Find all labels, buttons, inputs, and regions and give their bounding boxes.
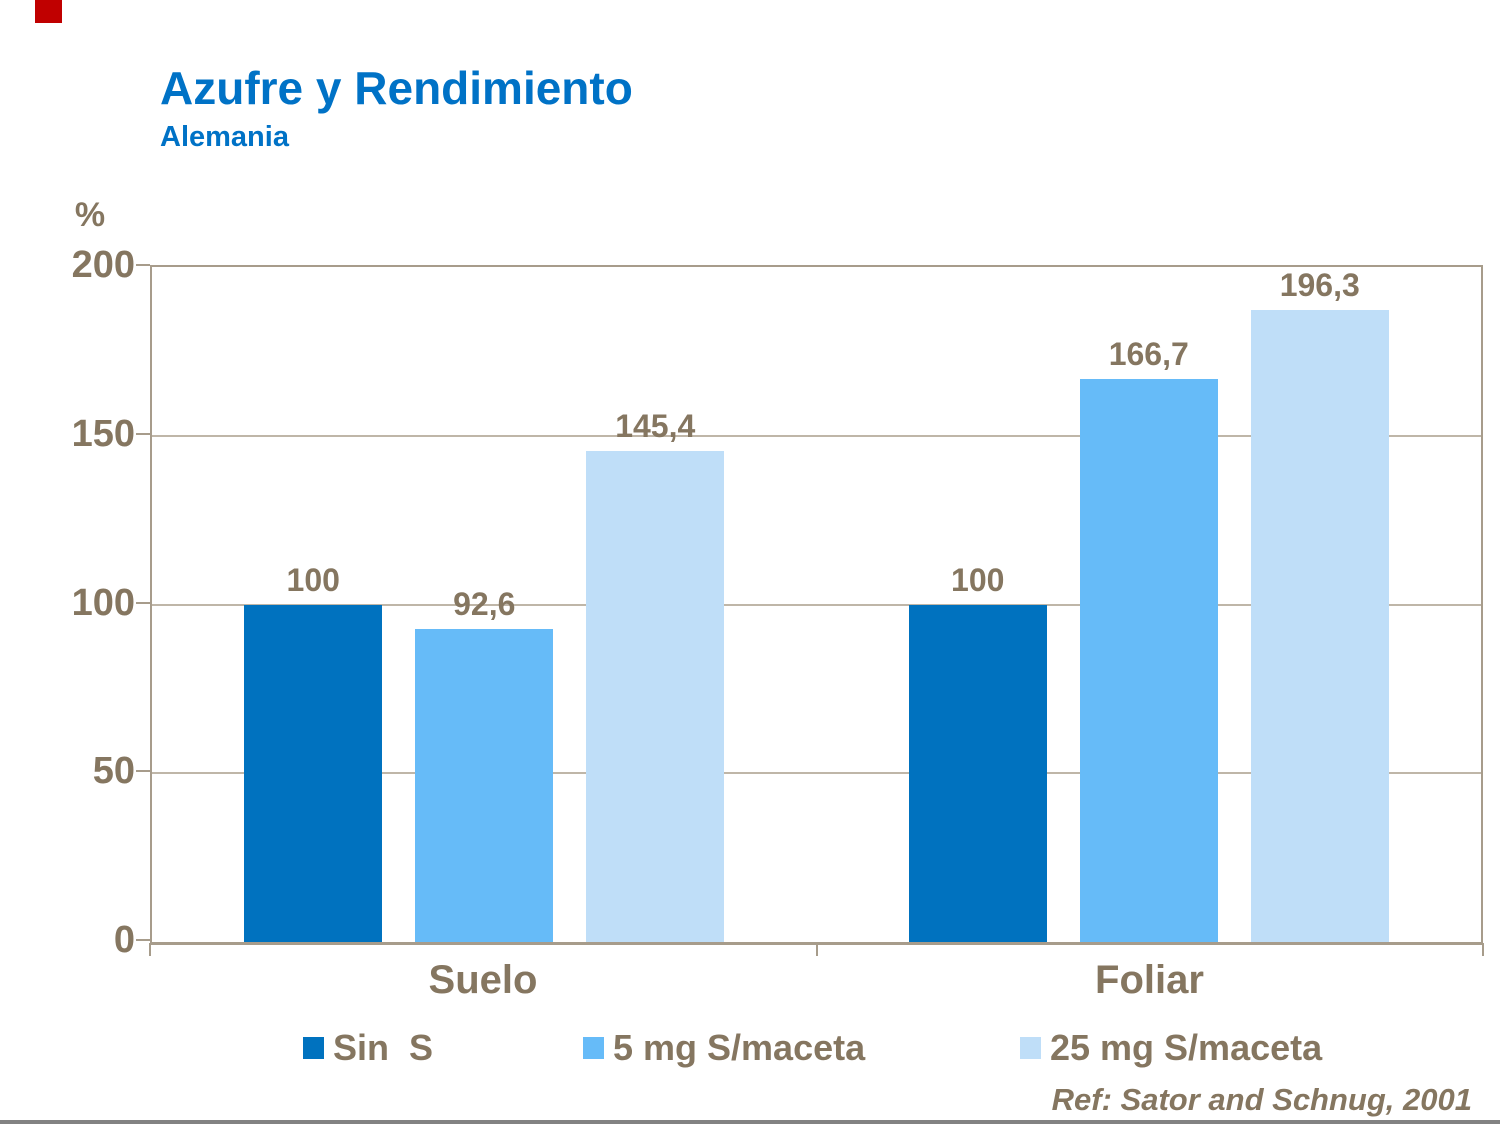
bar-column: 100 bbox=[908, 267, 1047, 942]
legend-label: Sin S bbox=[333, 1027, 434, 1068]
footer-rule bbox=[0, 1120, 1500, 1124]
y-axis-label-50: 50 bbox=[92, 750, 135, 793]
bar-column: 145,4 bbox=[586, 267, 725, 942]
gridline-50 bbox=[152, 772, 1481, 775]
bar-sin-s bbox=[244, 604, 383, 942]
chart-subtitle: Alemania bbox=[160, 121, 289, 153]
bar-5-mg-s-maceta bbox=[1079, 379, 1218, 942]
legend-swatch bbox=[1020, 1037, 1041, 1059]
gridline-100 bbox=[152, 603, 1481, 606]
bar-5-mg-s-maceta bbox=[415, 629, 554, 942]
bar-25-mg-s-maceta bbox=[586, 451, 725, 942]
bar-value-label: 166,7 bbox=[1108, 336, 1189, 373]
bar-value-label: 145,4 bbox=[615, 408, 696, 445]
bar-value-label: 92,6 bbox=[453, 586, 516, 623]
y-axis-tick-50 bbox=[136, 770, 150, 773]
bar-25-mg-s-maceta bbox=[1250, 310, 1389, 942]
y-axis-tick-0 bbox=[136, 939, 150, 941]
x-axis-tick-0 bbox=[149, 943, 151, 956]
bar-column: 166,7 bbox=[1079, 267, 1218, 942]
x-axis-tick-1 bbox=[815, 943, 818, 956]
legend-swatch bbox=[303, 1037, 324, 1059]
y-axis-unit-label: % bbox=[74, 196, 106, 234]
bar-column: 100 bbox=[244, 267, 383, 942]
reference-note: Ref: Sator and Schnug, 2001 bbox=[1051, 1082, 1472, 1117]
legend-swatch bbox=[583, 1037, 604, 1059]
bar-column: 92,6 bbox=[415, 267, 554, 942]
bar-value-label: 100 bbox=[286, 561, 340, 598]
y-axis-label-100: 100 bbox=[71, 581, 135, 624]
legend-label: 25 mg S/maceta bbox=[1050, 1027, 1323, 1068]
gridline-150 bbox=[152, 434, 1481, 437]
legend-item: 25 mg S/maceta bbox=[1020, 1026, 1322, 1070]
x-axis-tick-2 bbox=[1482, 943, 1484, 956]
bar-group-suelo: 100 92,6 145,4 bbox=[152, 267, 817, 942]
legend-item: 5 mg S/maceta bbox=[583, 1026, 865, 1070]
bar-value-label: 196,3 bbox=[1279, 267, 1360, 303]
y-axis-label-200: 200 bbox=[71, 244, 135, 286]
bar-group-foliar: 100 166,7 196,3 bbox=[817, 267, 1482, 942]
bar-sin-s bbox=[908, 604, 1047, 942]
chart-title: Azufre y Rendimiento bbox=[160, 62, 633, 114]
y-axis-tick-150 bbox=[136, 432, 150, 435]
y-axis-tick-100 bbox=[136, 601, 150, 604]
red-corner-marker bbox=[35, 0, 62, 23]
legend: Sin S 5 mg S/maceta 25 mg S/maceta bbox=[0, 1026, 1500, 1074]
legend-label: 5 mg S/maceta bbox=[613, 1027, 866, 1068]
y-axis-tick-200 bbox=[136, 264, 150, 266]
bar-column: 196,3 bbox=[1250, 267, 1389, 942]
plot-area: 100 92,6 145,4 100 166,7 196,3 bbox=[150, 265, 1483, 945]
y-axis-label-0: 0 bbox=[113, 919, 135, 961]
category-label-suelo: Suelo bbox=[428, 958, 538, 1002]
bar-value-label: 100 bbox=[951, 561, 1005, 598]
y-axis-label-150: 150 bbox=[71, 412, 135, 455]
legend-item: Sin S bbox=[303, 1026, 433, 1070]
category-label-foliar: Foliar bbox=[1095, 958, 1204, 1002]
